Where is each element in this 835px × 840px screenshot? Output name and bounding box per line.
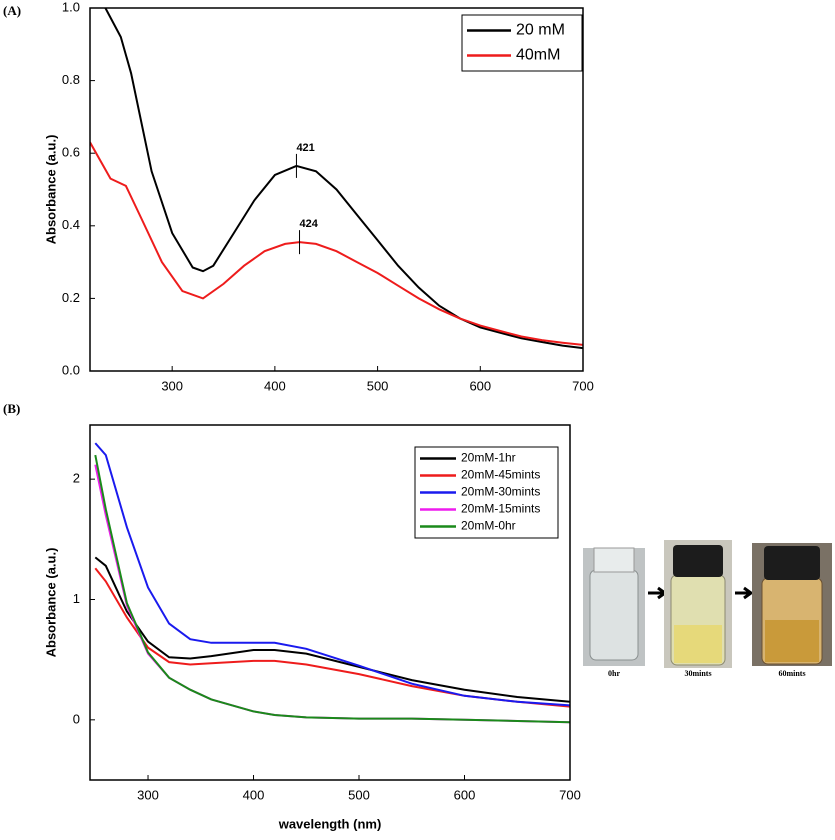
legend-label: 20mM-30mints [461,485,540,499]
panel-label: (A) [3,3,21,18]
legend-box [461,14,583,72]
photo-caption: 0hr [608,669,620,678]
vial-cap [764,546,820,580]
plot-frame [89,424,571,781]
y-tick-label: 0.8 [62,72,80,87]
photo-caption: 60mints [778,669,805,678]
y-tick-label: 0.2 [62,290,80,305]
x-tick-label: 400 [243,787,265,802]
panel-label: (B) [3,401,20,416]
photo-caption: 30mints [684,669,711,678]
x-tick-label: 500 [367,378,389,393]
x-axis-label: wavelength (nm) [278,816,382,831]
x-tick-label: 300 [161,378,183,393]
legend-label: 20mM-45mints [461,468,540,482]
y-tick-label: 0.4 [62,217,80,232]
y-tick-label: 0.6 [62,145,80,160]
legend-label: 20 mM [516,22,565,39]
series-line [94,454,570,724]
arrow [648,586,668,600]
x-tick-label: 500 [348,787,370,802]
y-axis-label: Absorbance (a.u.) [43,135,58,245]
liquid [674,625,722,663]
legend-label: 40mM [516,47,560,64]
annotation: 421 [296,142,314,154]
y-axis-label: Absorbance (a.u.) [43,548,58,658]
legend-label: 20mM-1hr [461,451,516,465]
liquid [765,620,819,662]
x-tick-label: 400 [264,378,286,393]
series-line [104,8,583,350]
series-line [94,556,570,703]
series-line [90,141,583,346]
arrow [735,586,754,600]
vial-cap [673,545,723,577]
legend-label: 20mM-0hr [461,519,516,533]
series-line [94,567,570,708]
y-tick-label: 2 [73,471,80,486]
x-tick-label: 300 [137,787,159,802]
x-tick-label: 700 [559,787,581,802]
x-tick-label: 700 [572,378,594,393]
vial [589,569,639,661]
vial-cap [593,547,635,573]
x-tick-label: 600 [454,787,476,802]
plot-frame [89,7,584,372]
x-tick-label: 600 [469,378,491,393]
y-tick-label: 0 [73,711,80,726]
annotation: 424 [300,218,319,230]
legend-label: 20mM-15mints [461,502,540,516]
series-line [94,442,570,707]
y-tick-label: 1 [73,591,80,606]
y-tick-label: 1.0 [62,0,80,14]
y-tick-label: 0.0 [62,362,80,377]
photos: 0hr 30mints 60mints [583,540,832,678]
